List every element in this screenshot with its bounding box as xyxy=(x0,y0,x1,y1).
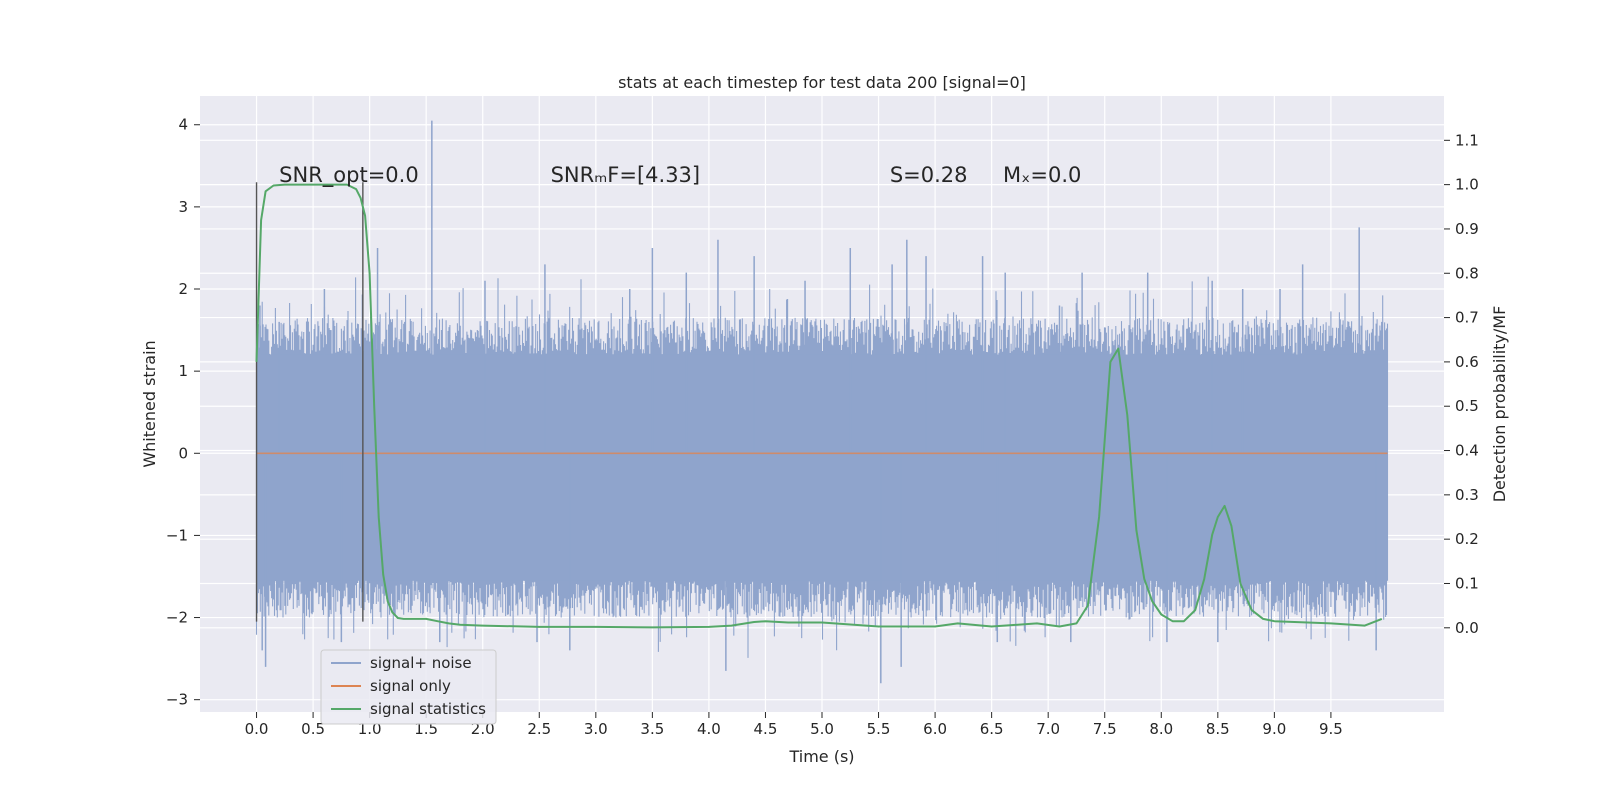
legend: signal+ noise signal only signal statist… xyxy=(320,649,497,725)
x-tick-label: 2.5 xyxy=(527,720,551,738)
x-tick-label: 5.5 xyxy=(867,720,891,738)
vertical-markers xyxy=(255,182,364,622)
legend-label-signal-noise: signal+ noise xyxy=(370,654,472,672)
y2-tick-label: 0.4 xyxy=(1455,442,1479,460)
y-tick-label: 1 xyxy=(178,362,188,380)
y2-tick-label: 1.1 xyxy=(1455,131,1479,149)
y-axis-label: Whitened strain xyxy=(140,340,159,467)
x-tick-label: 8.0 xyxy=(1149,720,1173,738)
y-tick-label: 3 xyxy=(178,198,188,216)
y-tick-label: −3 xyxy=(166,691,188,709)
y2-tick-label: 0.6 xyxy=(1455,353,1479,371)
annotations: SNR_opt=0.0 SNRₘF=[4.33] S=0.28 Mₓ=0.0 xyxy=(279,163,1081,188)
y-tick-label: 0 xyxy=(178,444,188,462)
x-tick-label: 8.5 xyxy=(1206,720,1230,738)
y2-tick-label: 0.1 xyxy=(1455,574,1479,592)
y2-tick-label: 1.0 xyxy=(1455,176,1479,194)
y2-tick-label: 0.5 xyxy=(1455,397,1479,415)
x-tick-label: 0.5 xyxy=(301,720,325,738)
series-signal-statistics xyxy=(255,183,1383,629)
x-tick-label: 5.0 xyxy=(810,720,834,738)
y2-tick-label: 0.8 xyxy=(1455,264,1479,282)
signal-statistics-line xyxy=(255,183,1383,629)
x-tick-label: 7.5 xyxy=(1093,720,1117,738)
series-signal-noise xyxy=(255,120,1389,684)
y2-tick-label: 0.2 xyxy=(1455,530,1479,548)
x-tick-label: 4.0 xyxy=(697,720,721,738)
x-tick-label: 3.0 xyxy=(584,720,608,738)
annotation-label: SNRₘF=[4.33] xyxy=(551,163,701,187)
x-tick-label: 0.0 xyxy=(245,720,269,738)
x-tick-label: 3.5 xyxy=(640,720,664,738)
x-axis-label: Time (s) xyxy=(788,747,854,766)
x-tick-label: 6.5 xyxy=(980,720,1004,738)
annotation-label: Mₓ=0.0 xyxy=(1003,163,1081,187)
y2-axis-label: Detection probability/MF xyxy=(1490,306,1509,503)
x-tick-label: 9.5 xyxy=(1319,720,1343,738)
chart-title: stats at each timestep for test data 200… xyxy=(618,73,1026,92)
ticks: 0.0 0.5 1.0 1.5 2.0 2.5 3.0 3.5 4.0 4.5 5.0 5.5 6.0 6… xyxy=(166,116,1479,738)
y2-tick-label: 0.3 xyxy=(1455,486,1479,504)
x-tick-label: 6.0 xyxy=(923,720,947,738)
x-tick-label: 7.0 xyxy=(1036,720,1060,738)
annotation-label: SNR_opt=0.0 xyxy=(279,163,419,188)
legend-box xyxy=(320,649,497,725)
legend-label-signal-only: signal only xyxy=(370,677,451,695)
x-tick-label: 4.5 xyxy=(754,720,778,738)
y2-tick-label: 0.0 xyxy=(1455,619,1479,637)
y-tick-label: −2 xyxy=(166,609,188,627)
y2-tick-label: 0.9 xyxy=(1455,220,1479,238)
annotation-label: S=0.28 xyxy=(890,163,968,187)
y-tick-label: 2 xyxy=(178,280,188,298)
legend-label-signal-statistics: signal statistics xyxy=(370,700,486,718)
x-tick-label: 9.0 xyxy=(1262,720,1286,738)
y-tick-label: 4 xyxy=(178,116,188,134)
y2-tick-label: 0.7 xyxy=(1455,309,1479,327)
y-tick-label: −1 xyxy=(166,526,188,544)
noise-core xyxy=(256,354,1388,581)
